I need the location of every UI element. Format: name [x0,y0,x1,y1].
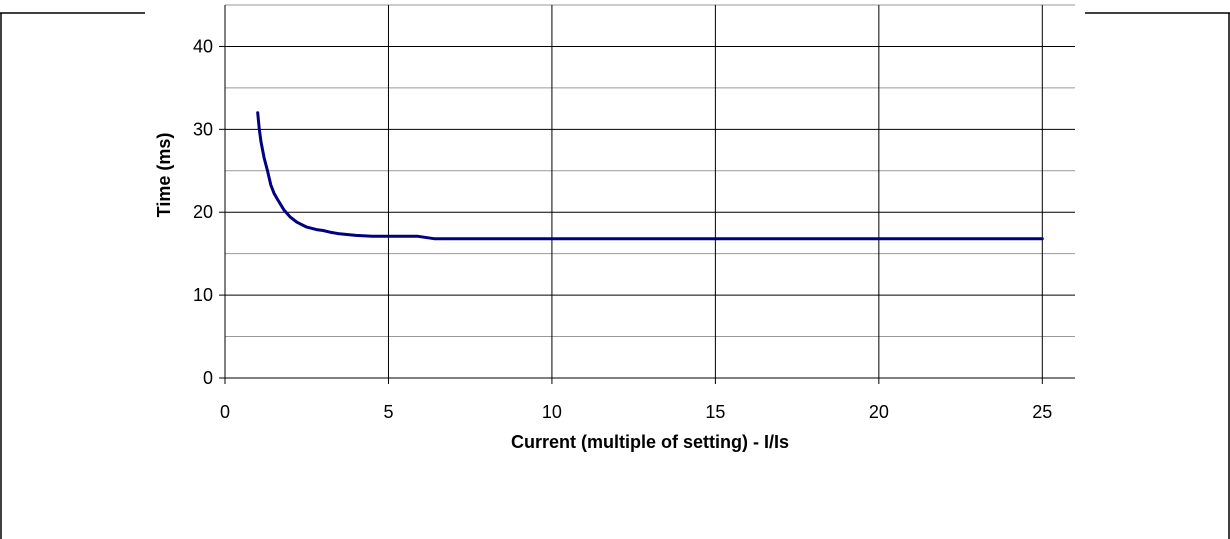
y-tick-label: 40 [193,36,213,56]
x-tick-label: 20 [869,402,889,422]
series-group [256,111,1044,241]
y-tick-labels: 0 10 20 30 40 [193,36,213,388]
x-axis-title: Current (multiple of setting) - I/Is [511,432,789,452]
y-tick-label: 30 [193,119,213,139]
axes [219,5,1075,384]
x-tick-label: 25 [1032,402,1052,422]
x-tick-label: 5 [383,402,393,422]
x-tick-label: 15 [705,402,725,422]
series-line [256,111,1044,241]
y-tick-label: 10 [193,285,213,305]
x-tick-label: 0 [220,402,230,422]
y-tick-label: 20 [193,202,213,222]
x-tick-labels: 0 5 10 15 20 25 [220,402,1052,422]
x-tick-label: 10 [542,402,562,422]
grid [225,4,1075,378]
y-axis-title: Time (ms) [154,133,174,218]
y-tick-label: 0 [203,368,213,388]
